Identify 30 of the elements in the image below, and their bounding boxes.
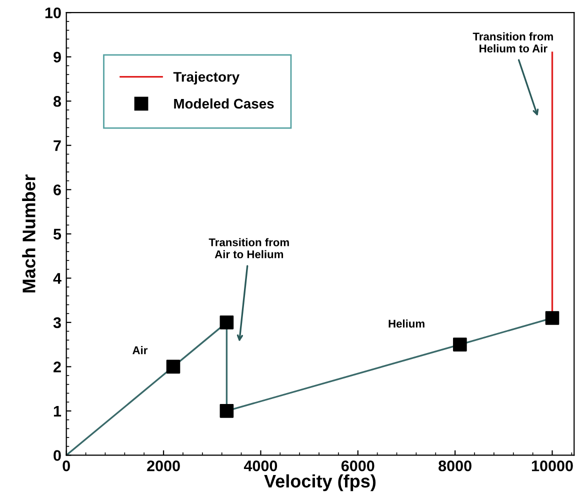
y-tick-label: 6	[54, 184, 61, 196]
legend-label: Trajectory	[173, 72, 240, 85]
y-tick-label: 10	[45, 7, 61, 18]
x-axis-title: Velocity (fps)	[264, 474, 376, 492]
x-tick-label: 4000	[244, 460, 278, 472]
y-tick-label: 7	[54, 140, 61, 151]
point	[220, 316, 234, 330]
annotation: Transition from Helium to Air	[472, 32, 553, 52]
x-tick-label: 6000	[341, 460, 374, 472]
y-axis-title: Mach Number	[22, 174, 36, 292]
y-tick-label: 5	[53, 228, 62, 240]
x-tick-label: 0	[62, 460, 70, 472]
annotation: Helium	[388, 319, 424, 328]
x-tick-label: 10000	[532, 460, 573, 472]
y-tick-label: 9	[54, 52, 61, 63]
y-tick-label: 4	[53, 273, 62, 284]
y-tick-label: 3	[53, 317, 61, 328]
legend-label: Modeled Cases	[174, 98, 274, 109]
point	[166, 360, 180, 374]
point	[545, 311, 560, 325]
x-tick-label: 8000	[438, 460, 472, 472]
point	[453, 338, 467, 352]
y-tick-label: 8	[53, 96, 62, 107]
x-tick-label: 2000	[147, 460, 180, 472]
y-tick-label: 0	[54, 450, 61, 461]
y-tick-label: 2	[54, 362, 61, 372]
annotation: Air	[132, 346, 148, 354]
annotation: Transition from Air to Helium	[208, 238, 289, 258]
y-tick-label: 1	[54, 406, 62, 416]
point	[220, 404, 234, 418]
